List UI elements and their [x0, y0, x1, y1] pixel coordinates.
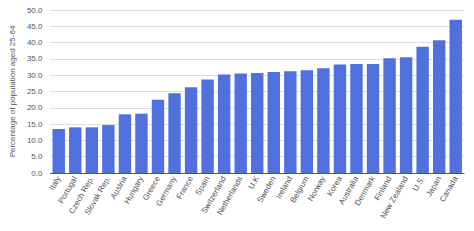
svg-text:Spain: Spain	[193, 174, 212, 197]
svg-text:30.0: 30.0	[27, 71, 43, 80]
svg-text:Norway: Norway	[306, 175, 327, 203]
svg-text:Australia: Australia	[337, 174, 361, 207]
svg-text:50.0: 50.0	[27, 6, 43, 15]
svg-text:25.0: 25.0	[27, 87, 43, 96]
svg-text:Italy: Italy	[48, 175, 63, 192]
svg-text:Portugal: Portugal	[56, 174, 80, 205]
svg-text:Ireland: Ireland	[274, 174, 295, 201]
svg-text:Germany: Germany	[154, 175, 178, 208]
svg-text:Percentage of population aged: Percentage of population aged 25-64	[8, 25, 17, 157]
svg-text:10.0: 10.0	[27, 136, 43, 145]
svg-text:Canada: Canada	[438, 174, 460, 203]
svg-text:Netherlands: Netherlands	[215, 175, 244, 217]
svg-text:Japan: Japan	[424, 174, 444, 199]
svg-text:Belgium: Belgium	[288, 174, 311, 205]
svg-text:Denmark: Denmark	[353, 175, 377, 208]
svg-text:Sweden: Sweden	[255, 175, 277, 204]
svg-text:U.K: U.K	[247, 174, 262, 191]
svg-text:U.S.: U.S.	[411, 175, 427, 193]
svg-text:Finland: Finland	[372, 174, 394, 202]
svg-text:35.0: 35.0	[27, 54, 43, 63]
svg-text:Austria: Austria	[108, 174, 129, 201]
svg-text:0.0: 0.0	[31, 169, 43, 178]
svg-text:France: France	[175, 174, 195, 201]
svg-text:45.0: 45.0	[27, 22, 43, 31]
svg-text:20.0: 20.0	[27, 103, 43, 112]
svg-text:New Zealand: New Zealand	[379, 175, 410, 220]
svg-text:15.0: 15.0	[27, 120, 43, 129]
svg-text:Greece: Greece	[141, 174, 162, 202]
svg-text:5.0: 5.0	[31, 152, 43, 161]
svg-text:40.0: 40.0	[27, 38, 43, 47]
svg-text:Switzerland: Switzerland	[199, 174, 228, 215]
svg-text:Korea: Korea	[325, 174, 344, 198]
svg-text:Slovak Rep.: Slovak Rep.	[82, 174, 113, 217]
svg-text:Czech Rep.: Czech Rep.	[67, 174, 96, 216]
svg-text:Hungary: Hungary	[122, 175, 145, 206]
